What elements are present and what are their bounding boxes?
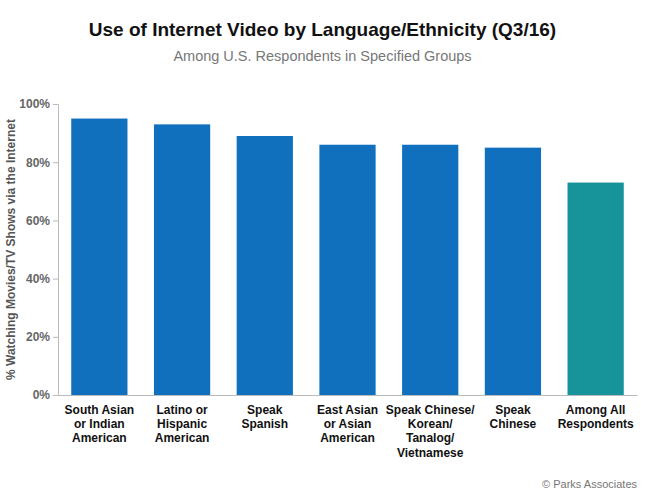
x-tick-label: Among AllRespondents — [558, 403, 634, 431]
x-tick: South Asianor IndianAmerican — [65, 395, 135, 445]
y-tick: 60% — [26, 214, 58, 228]
y-tick-label: 100% — [19, 97, 50, 111]
bar — [71, 119, 127, 395]
y-tick-mark — [53, 162, 58, 163]
y-tick-label: 20% — [26, 330, 50, 344]
y-axis-title: % Watching Movies/TV Shows via the Inter… — [4, 119, 18, 380]
title: Use of Internet Video by Language/Ethnic… — [89, 19, 556, 40]
x-tick: Speak Chinese/Korean/Tanalog/Vietnamese — [386, 395, 475, 460]
bar — [319, 145, 375, 395]
bars — [71, 119, 624, 395]
x-tick-label: Speak Chinese/Korean/Tanalog/Vietnamese — [386, 403, 475, 460]
subtitle: Among U.S. Respondents in Specified Grou… — [173, 48, 471, 64]
x-tick: SpeakSpanish — [241, 395, 288, 431]
bar — [237, 136, 293, 395]
y-tick-mark — [53, 395, 58, 396]
y-axis: 0% 20% 40% 60% 80% 100% — [19, 97, 58, 402]
x-tick-label: SpeakSpanish — [241, 403, 288, 431]
y-tick-label: 80% — [26, 156, 50, 170]
x-tick-label: Latino orHispanicAmerican — [155, 403, 210, 446]
x-axis-line — [59, 395, 638, 396]
y-tick-label: 0% — [33, 388, 51, 402]
y-tick-mark — [53, 104, 58, 105]
y-tick: 0% — [33, 388, 58, 402]
bar — [154, 124, 210, 395]
y-axis-line — [53, 105, 59, 396]
x-tick: SpeakChinese — [490, 395, 537, 431]
bar — [568, 183, 624, 395]
bar — [402, 145, 458, 395]
y-tick-label: 60% — [26, 214, 50, 228]
x-tick: Among AllRespondents — [558, 395, 634, 431]
y-tick-mark — [53, 337, 58, 338]
y-tick-mark — [53, 220, 58, 221]
x-axis: South Asianor IndianAmerican Latino orHis… — [59, 395, 638, 460]
y-tick-label: 40% — [26, 272, 50, 286]
y-tick: 100% — [19, 97, 58, 111]
y-tick-mark — [53, 279, 58, 280]
y-tick: 80% — [26, 156, 58, 170]
x-tick: Latino orHispanicAmerican — [155, 395, 210, 445]
bar — [485, 148, 541, 395]
x-tick-label: South Asianor IndianAmerican — [65, 403, 135, 446]
y-tick: 40% — [26, 272, 58, 286]
x-tick-label: SpeakChinese — [490, 403, 537, 431]
source: © Parks Associates — [542, 478, 637, 490]
x-tick-label: East Asianor AsianAmerican — [317, 403, 378, 446]
x-tick: East Asianor AsianAmerican — [317, 395, 378, 445]
y-tick: 20% — [26, 330, 58, 344]
